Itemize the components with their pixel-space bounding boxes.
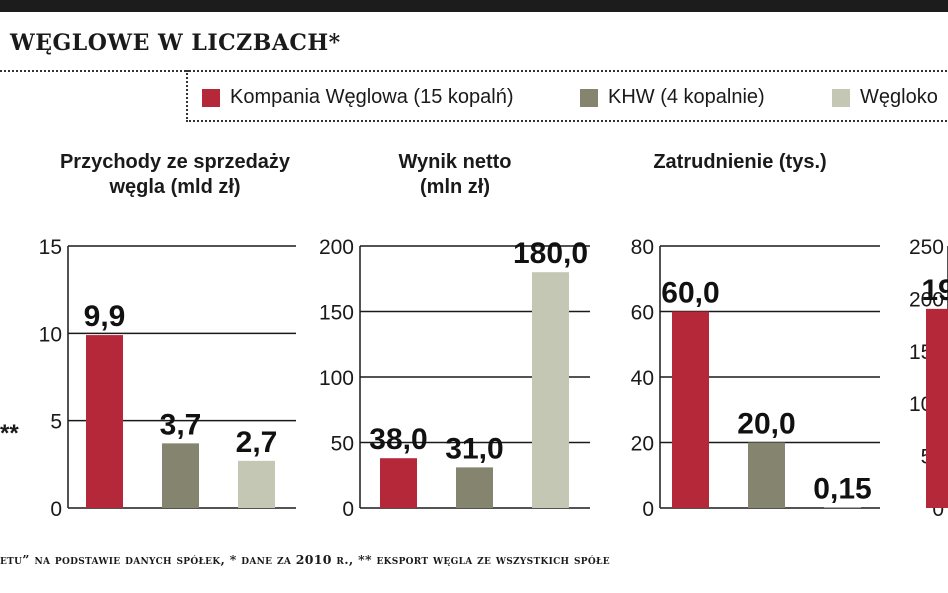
bar	[86, 335, 123, 508]
data-label: 2,7	[236, 426, 278, 459]
data-label: 180,0	[513, 237, 588, 270]
data-label: 19	[921, 274, 948, 307]
chart-title-zatrudnienie: Zatrudnienie (tys.)	[653, 151, 827, 173]
y-tick-label: 15	[39, 236, 62, 259]
bar	[238, 460, 275, 508]
chart-title-przychody: Przychody ze sprzedaży węgla (mld zł)	[59, 151, 291, 198]
y-tick-label: 20	[631, 433, 654, 456]
legend-label-khw: KHW (4 kopalnie)	[608, 86, 765, 108]
legend-item-khw: KHW (4 kopalnie)	[580, 86, 765, 109]
y-tick-label: 0	[642, 498, 654, 521]
bar	[380, 458, 417, 508]
bar	[162, 443, 199, 508]
bar	[456, 467, 493, 508]
chart-title-wynik: Wynik netto (mln zł)	[398, 151, 512, 198]
y-tick-label: 250	[909, 236, 944, 259]
y-tick-label: 50	[331, 433, 354, 456]
y-tick-label: 40	[631, 367, 654, 390]
data-label: 38,0	[369, 423, 427, 456]
y-tick-label: 0	[50, 498, 62, 521]
title-rule	[0, 70, 190, 72]
y-tick-label: 100	[319, 367, 354, 390]
data-label: 20,0	[737, 408, 795, 441]
bar	[824, 507, 861, 509]
left-marks: **	[0, 420, 19, 447]
top-bar	[0, 0, 948, 12]
data-label: 9,9	[84, 300, 126, 333]
y-tick-label: 200	[909, 288, 944, 311]
data-label: 60,0	[661, 277, 719, 310]
legend-swatch-kompania	[202, 88, 220, 107]
legend-swatch-khw	[580, 88, 598, 107]
bar	[532, 272, 569, 508]
y-tick-label: 80	[631, 236, 654, 259]
legend-swatch-wegloko	[832, 88, 850, 107]
data-label: 31,0	[445, 432, 503, 465]
legend-label-kompania: Kompania Węglowa (15 kopalń)	[230, 86, 514, 108]
y-tick-label: 5	[50, 411, 62, 434]
y-tick-label: 200	[319, 236, 354, 259]
y-tick-label: 60	[631, 302, 654, 325]
data-label: 3,7	[160, 408, 202, 441]
y-tick-label: 0	[342, 498, 354, 521]
y-tick-label: 150	[319, 302, 354, 325]
bar	[926, 308, 948, 508]
legend: Kompania Węglowa (15 kopalń) KHW (4 kopa…	[186, 70, 948, 122]
y-tick-label: 10	[39, 323, 62, 346]
legend-label-wegloko: Węgloko	[860, 86, 938, 108]
bar	[748, 442, 785, 508]
legend-item-kompania: Kompania Węglowa (15 kopalń)	[202, 86, 514, 109]
footnote: etu” na podstawie danych spółek, * dane …	[0, 552, 610, 567]
y-tick-label: 0	[932, 498, 944, 521]
data-label: 0,15	[813, 473, 871, 506]
legend-item-wegloko: Węgloko	[832, 86, 938, 109]
page-title: WĘGLOWE W LICZBACH*	[10, 30, 341, 56]
bar	[672, 311, 709, 508]
